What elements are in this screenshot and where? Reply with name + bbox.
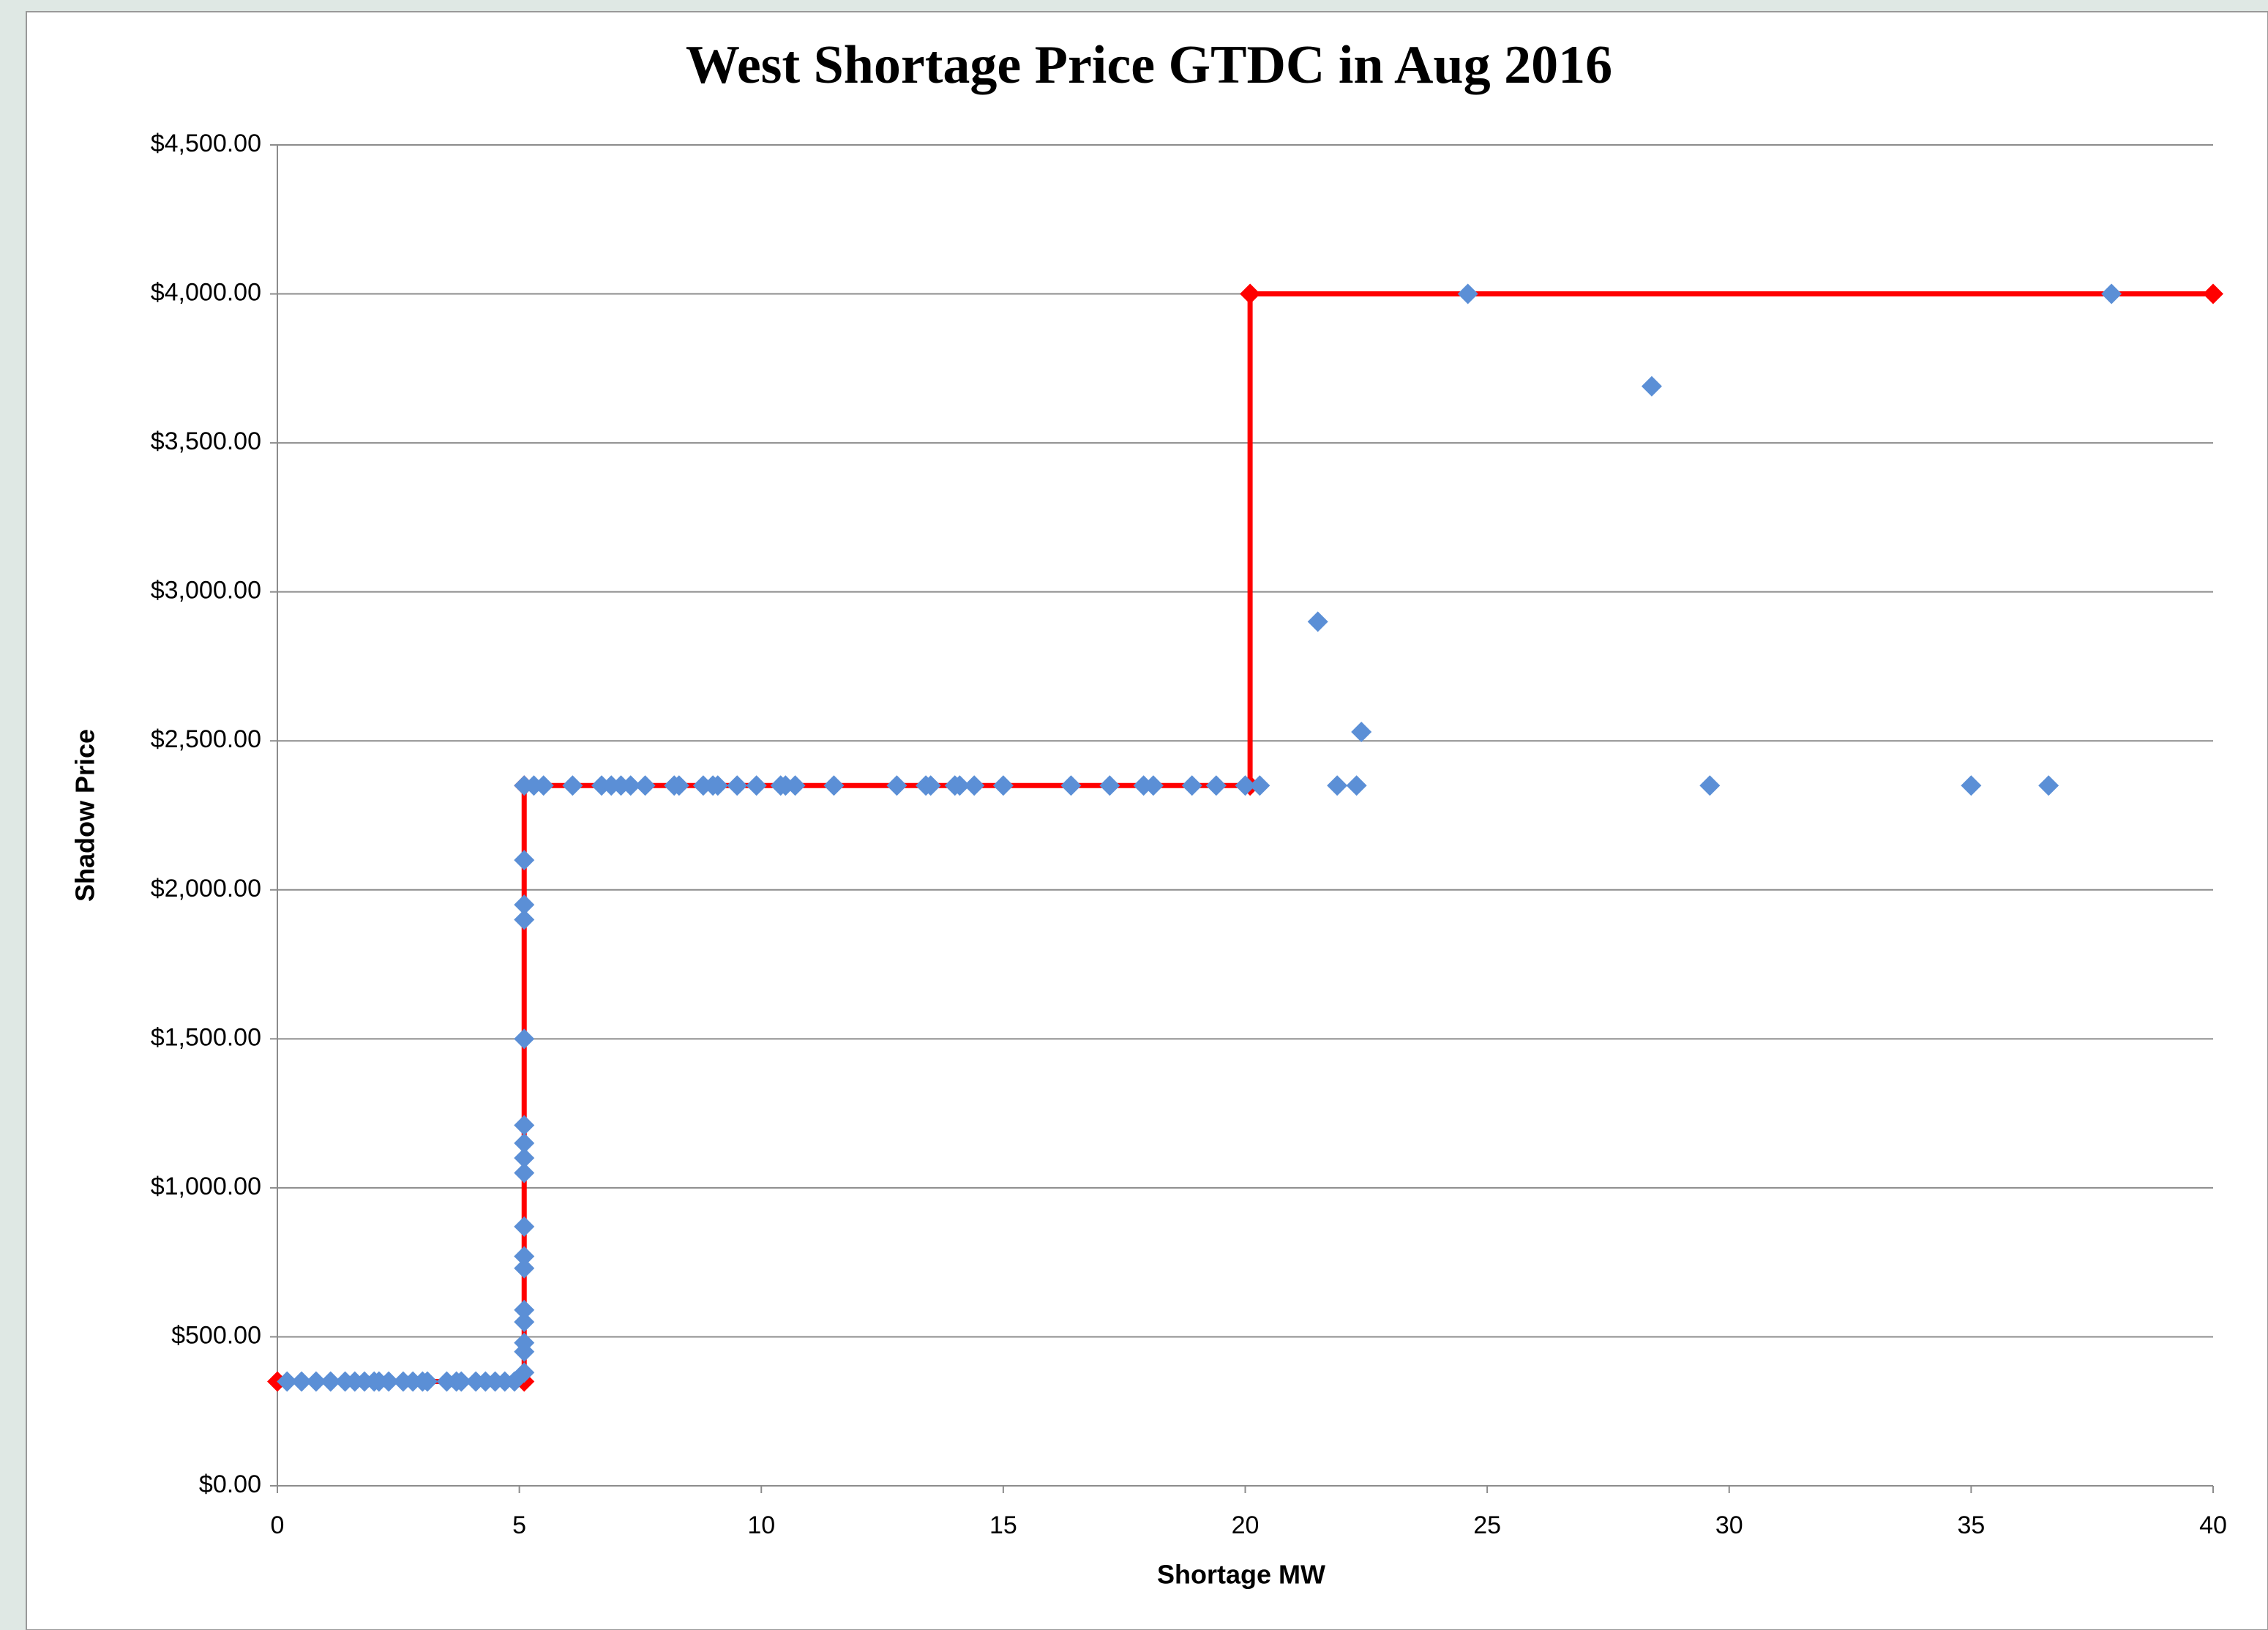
point <box>320 1371 341 1392</box>
y-tick-label: $0.00 <box>199 1470 261 1498</box>
point <box>514 1132 535 1154</box>
point <box>1205 775 1227 796</box>
point <box>1457 283 1478 304</box>
point <box>514 1148 535 1169</box>
point <box>514 1028 535 1050</box>
point <box>1249 775 1270 796</box>
point <box>1142 775 1164 796</box>
point <box>533 775 554 796</box>
point <box>416 1371 438 1392</box>
y-tick-label: $1,500.00 <box>151 1023 261 1051</box>
y-tick-label: $4,500.00 <box>151 130 261 157</box>
point <box>1327 775 1348 796</box>
point <box>823 775 845 796</box>
point <box>514 909 535 930</box>
x-tick-label: 10 <box>747 1511 775 1539</box>
point <box>1699 775 1721 796</box>
point <box>514 1257 535 1279</box>
chart-title: West Shortage Price GTDC in Aug 2016 <box>686 35 1612 95</box>
point <box>305 1371 326 1392</box>
point <box>514 1162 535 1184</box>
chart-area <box>26 11 2268 1630</box>
x-axis-label: Shortage MW <box>1157 1560 1325 1590</box>
point <box>562 775 583 796</box>
point <box>785 775 806 796</box>
point <box>620 775 641 796</box>
point <box>514 850 535 871</box>
point <box>514 1246 535 1267</box>
point <box>291 1371 312 1392</box>
point <box>1181 775 1202 796</box>
y-axis-label: Shadow Price <box>70 729 100 902</box>
point <box>992 775 1014 796</box>
point <box>514 1299 535 1320</box>
point <box>2101 283 2122 304</box>
point <box>277 1371 298 1392</box>
point <box>2203 283 2223 304</box>
x-tick-label: 0 <box>271 1511 285 1539</box>
point <box>514 894 535 916</box>
x-tick-label: 25 <box>1473 1511 1501 1539</box>
x-tick-label: 40 <box>2199 1511 2227 1539</box>
point <box>1235 775 1256 796</box>
y-tick-label: $1,000.00 <box>151 1173 261 1200</box>
y-tick-label: $2,500.00 <box>151 725 261 753</box>
point <box>1346 775 1367 796</box>
point <box>2038 775 2059 796</box>
point <box>1060 775 1082 796</box>
point <box>514 1362 535 1383</box>
point <box>886 775 907 796</box>
point <box>514 1216 535 1237</box>
point <box>514 1115 535 1136</box>
point <box>964 775 985 796</box>
point <box>1240 283 1261 304</box>
point <box>514 1332 535 1353</box>
y-tick-label: $3,000.00 <box>151 577 261 605</box>
point <box>707 775 728 796</box>
point <box>1307 611 1328 632</box>
y-tick-label: $3,500.00 <box>151 427 261 455</box>
x-tick-label: 20 <box>1232 1511 1260 1539</box>
y-tick-label: $2,000.00 <box>151 875 261 902</box>
point <box>1099 775 1120 796</box>
point <box>1351 722 1372 743</box>
x-tick-label: 30 <box>1715 1511 1743 1539</box>
point <box>746 775 767 796</box>
point <box>920 775 941 796</box>
x-tick-label: 15 <box>989 1511 1017 1539</box>
point <box>949 775 970 796</box>
point <box>1961 775 1982 796</box>
point <box>668 775 689 796</box>
point <box>727 775 748 796</box>
point <box>514 1312 535 1333</box>
point <box>1641 375 1662 397</box>
point <box>378 1371 400 1392</box>
point <box>451 1371 472 1392</box>
x-tick-label: 35 <box>1957 1511 1985 1539</box>
point <box>635 775 656 796</box>
x-tick-label: 5 <box>512 1511 526 1539</box>
y-tick-label: $4,000.00 <box>151 279 261 307</box>
y-tick-label: $500.00 <box>171 1321 261 1349</box>
